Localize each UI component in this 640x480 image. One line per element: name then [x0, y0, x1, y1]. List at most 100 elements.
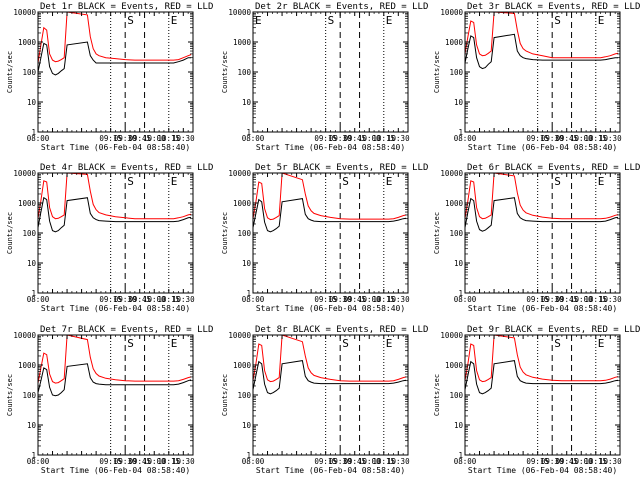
chart-panel-5: Det 5r BLACK = Events, RED = LLD S E 1 10 100…	[221, 163, 428, 313]
y-tick-label: 1000	[18, 361, 37, 370]
x-axis-label: Start Time (06-Feb-04 08:58:40)	[468, 466, 617, 475]
chart-panel-6: Det 6r BLACK = Events, RED = LLD S E 1 10 100…	[433, 163, 640, 313]
x-tick-label: 09:30	[114, 457, 137, 466]
x-axis-label: Start Time (06-Feb-04 08:58:40)	[256, 466, 405, 475]
x-tick-label: 09:45	[128, 134, 151, 143]
event-marker: S	[554, 14, 561, 27]
x-axis-label: Start Time (06-Feb-04 08:58:40)	[468, 304, 617, 313]
series-line-2	[38, 335, 192, 384]
y-tick-label: 10	[27, 98, 37, 107]
x-tick-label: 09:15	[526, 457, 549, 466]
x-tick-label: 09:15	[314, 295, 337, 304]
series-line-2	[253, 335, 407, 383]
x-tick-label: 09:15	[314, 134, 337, 143]
chart-title: Det 9r BLACK = Events, RED = LLD	[467, 325, 640, 335]
y-axis-label: Counts/sec	[221, 212, 229, 254]
series-line-1	[253, 198, 407, 233]
series-line-2	[38, 12, 192, 64]
x-tick-label: 10:15	[372, 457, 395, 466]
x-tick-label: 10:15	[372, 295, 395, 304]
x-tick-label: 10:15	[584, 134, 607, 143]
x-axis-label: Start Time (06-Feb-04 08:58:40)	[41, 304, 190, 313]
y-tick-label: 10000	[13, 169, 36, 178]
x-tick-label: 09:15	[314, 457, 337, 466]
y-tick-label: 1	[31, 289, 36, 298]
y-tick-label: 1	[458, 289, 463, 298]
series-line-1	[465, 360, 619, 395]
y-tick-label: 100	[22, 68, 36, 77]
y-tick-label: 100	[22, 229, 36, 238]
y-tick-label: 100	[237, 391, 251, 400]
y-tick-label: 1	[31, 128, 36, 137]
y-tick-label: 10	[454, 259, 464, 268]
y-tick-label: 1000	[445, 38, 464, 47]
event-marker: S	[342, 175, 349, 188]
x-tick-label: 09:30	[114, 295, 137, 304]
chart-title: Det 1r BLACK = Events, RED = LLD	[40, 2, 213, 12]
y-tick-label: 1	[31, 451, 36, 460]
y-tick-label: 10000	[228, 169, 251, 178]
plot-frame	[37, 334, 194, 456]
x-tick-label: 10:15	[584, 295, 607, 304]
chart-panel-1: Det 1r BLACK = Events, RED = LLD S E 1 10 100…	[6, 2, 213, 152]
x-tick-label: 08:00	[454, 457, 477, 466]
x-tick-label: 09:30	[329, 457, 352, 466]
y-tick-label: 10	[242, 259, 252, 268]
x-tick-label: 10:00	[358, 295, 381, 304]
series-line-1	[465, 197, 619, 232]
event-marker: E	[171, 175, 178, 188]
y-tick-label: 10	[27, 421, 37, 430]
series-line-1	[465, 33, 619, 70]
y-tick-label: 10000	[440, 331, 463, 340]
series-line-2	[465, 335, 619, 383]
y-tick-label: 10	[242, 98, 252, 107]
x-tick-label: 10:30	[599, 457, 622, 466]
y-tick-label: 10000	[228, 331, 251, 340]
x-tick-label: 10:00	[570, 457, 593, 466]
x-tick-label: 09:45	[128, 295, 151, 304]
x-tick-label: 08:00	[27, 134, 50, 143]
x-tick-label: 10:30	[387, 134, 410, 143]
x-tick-label: 10:30	[599, 295, 622, 304]
chart-panel-7: Det 7r BLACK = Events, RED = LLD S E 1 10 100…	[6, 325, 213, 475]
y-tick-label: 1000	[18, 199, 37, 208]
y-tick-label: 100	[237, 229, 251, 238]
x-tick-label: 09:30	[114, 134, 137, 143]
x-tick-label: 10:00	[143, 134, 166, 143]
event-marker: S	[554, 175, 561, 188]
x-axis-label: Start Time (06-Feb-04 08:58:40)	[41, 143, 190, 152]
y-tick-label: 1	[458, 451, 463, 460]
series-group	[253, 173, 407, 233]
chart-title: Det 2r BLACK = Events, RED = LLD	[255, 2, 428, 12]
x-tick-label: 09:15	[99, 134, 122, 143]
series-group	[38, 12, 192, 76]
x-axis-label: Start Time (06-Feb-04 08:58:40)	[41, 466, 190, 475]
x-tick-label: 09:15	[99, 457, 122, 466]
x-tick-label: 10:30	[387, 295, 410, 304]
event-marker: E	[386, 175, 393, 188]
x-tick-label: 10:00	[358, 134, 381, 143]
x-tick-label: 09:45	[343, 457, 366, 466]
x-tick-label: 09:30	[541, 457, 564, 466]
y-tick-label: 1000	[233, 361, 252, 370]
y-tick-label: 1000	[233, 38, 252, 47]
y-axis-label: Counts/sec	[433, 374, 441, 416]
series-line-2	[465, 12, 619, 59]
plot-frame	[252, 334, 409, 456]
event-marker: E	[598, 175, 605, 188]
chart-title: Det 6r BLACK = Events, RED = LLD	[467, 163, 640, 173]
y-tick-label: 10000	[440, 8, 463, 17]
plot-frame	[252, 11, 409, 133]
y-tick-label: 1	[246, 289, 251, 298]
y-tick-label: 10000	[440, 169, 463, 178]
event-marker: E	[598, 337, 605, 350]
x-tick-label: 09:45	[343, 295, 366, 304]
series-line-1	[38, 196, 192, 233]
x-tick-label: 10:00	[358, 457, 381, 466]
y-tick-label: 1000	[18, 38, 37, 47]
x-tick-label: 10:00	[143, 295, 166, 304]
plot-frame	[464, 11, 621, 133]
x-tick-label: 09:30	[541, 295, 564, 304]
y-tick-label: 10000	[13, 8, 36, 17]
event-marker: E	[171, 337, 178, 350]
